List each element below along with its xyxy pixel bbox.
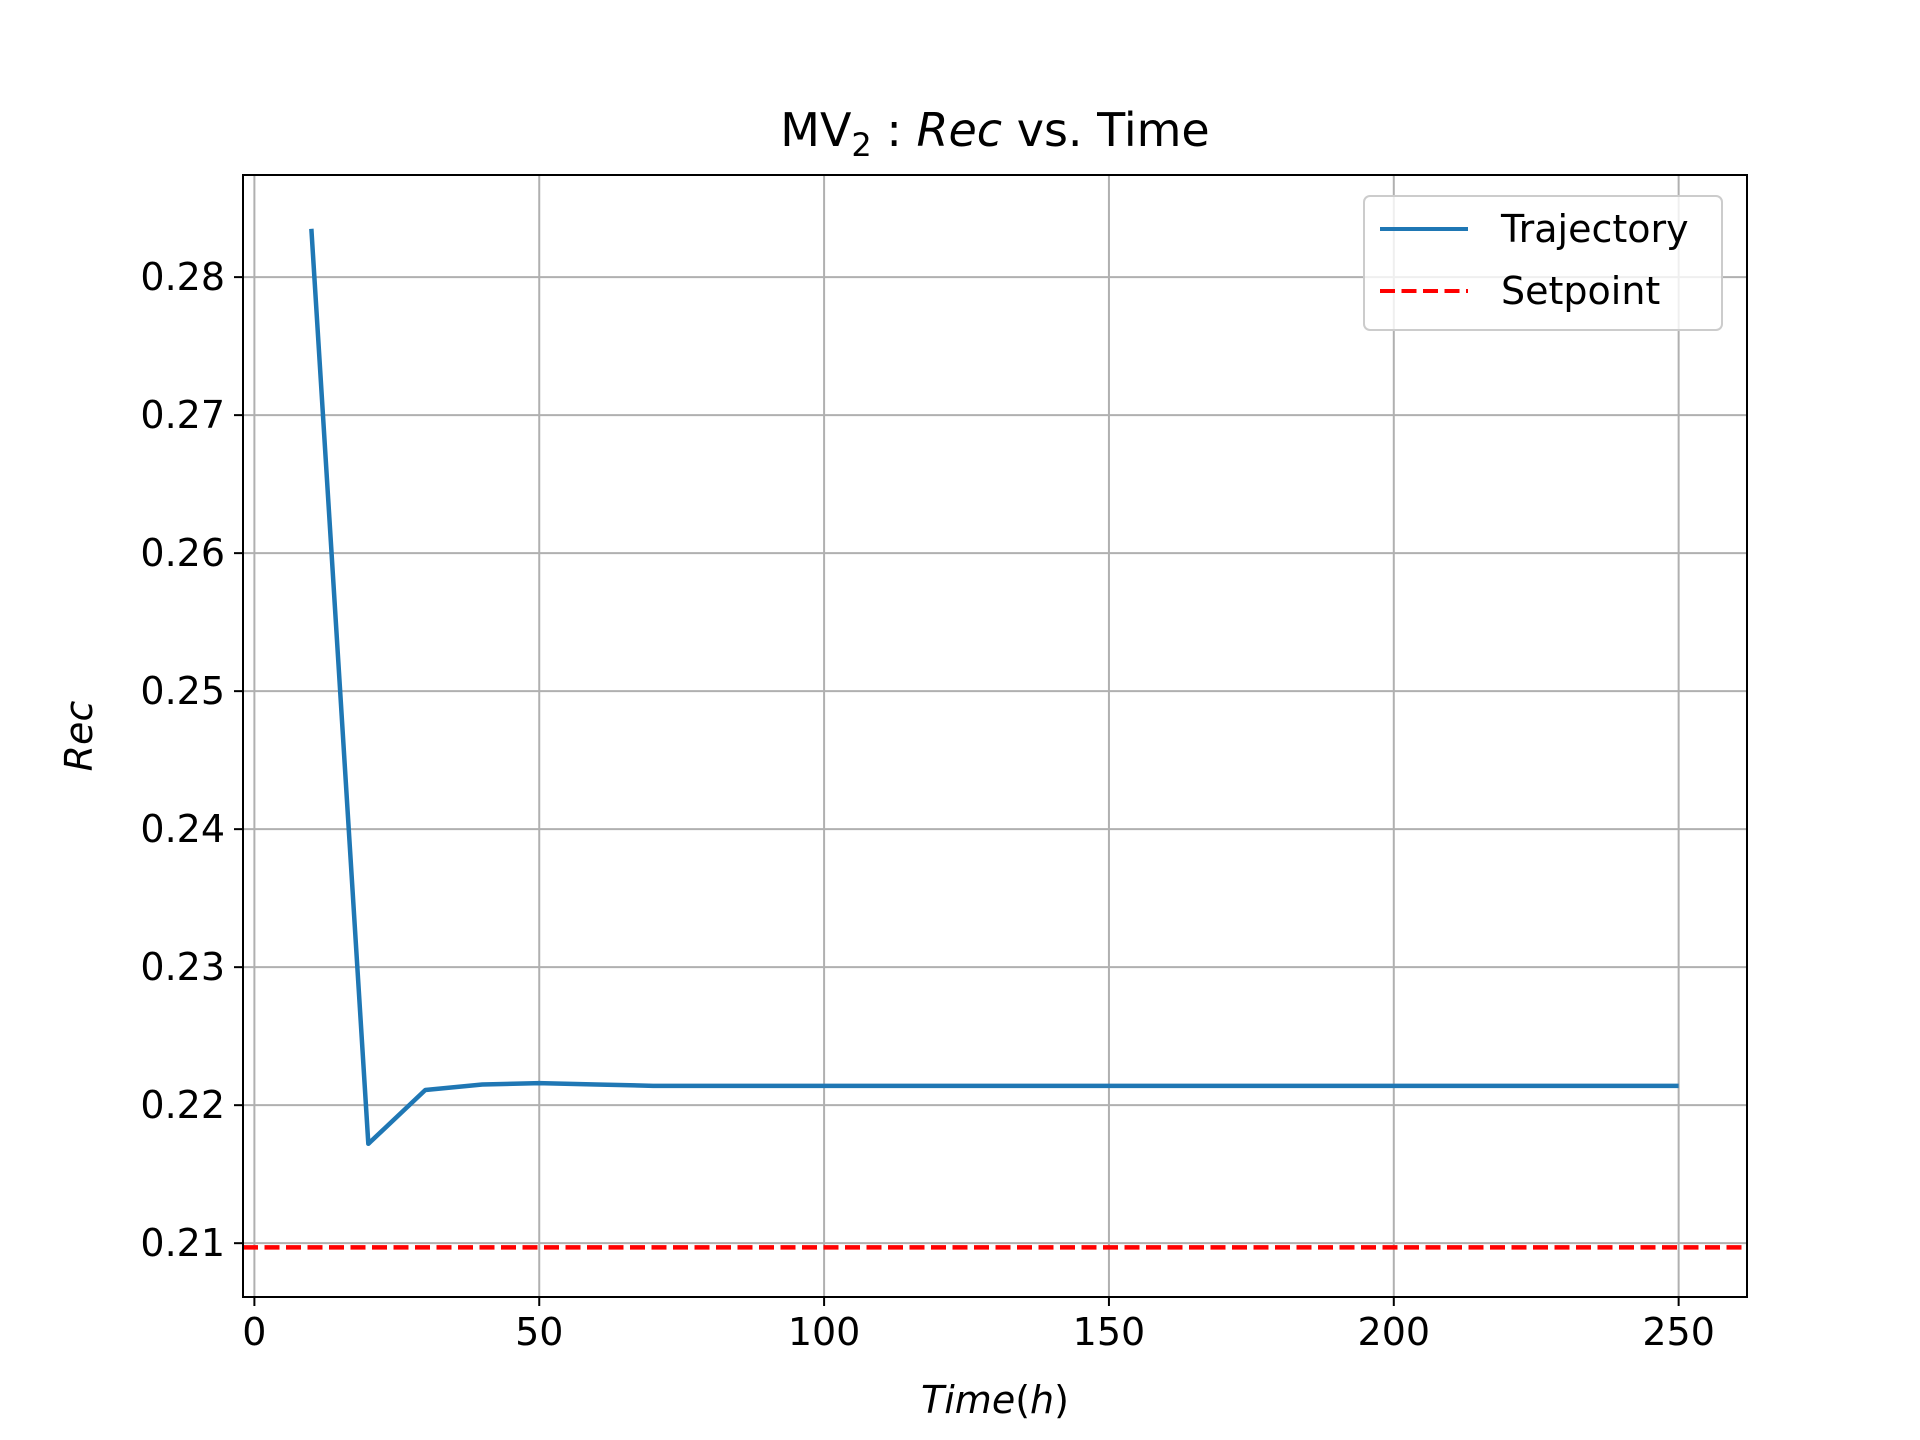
x-tick-label: 100 [788, 1310, 861, 1354]
y-tick-label: 0.26 [140, 531, 225, 575]
x-axis-label-paren-close: ) [1054, 1378, 1069, 1422]
ticks: 0 50 100 150 200 250 0.21 0.22 0.23 0.24 0.25 0.26 0… [140, 255, 1715, 1354]
y-tick-label: 0.22 [140, 1083, 225, 1127]
title-prefix: MV [780, 103, 852, 157]
x-tick-label: 150 [1073, 1310, 1146, 1354]
y-tick-label: 0.21 [140, 1221, 225, 1265]
y-tick-label: 0.24 [140, 807, 225, 851]
x-axis-label-main: Time [921, 1378, 1015, 1422]
legend-setpoint-label: Setpoint [1501, 269, 1660, 313]
title-subscript: 2 [851, 126, 871, 164]
series-layer [243, 228, 1747, 1250]
x-tick-label: 0 [242, 1310, 266, 1354]
y-axis-label: Rec [57, 701, 101, 772]
x-axis-label-unit: h [1030, 1378, 1054, 1422]
grid [243, 175, 1747, 1297]
y-tick-label: 0.25 [140, 669, 225, 713]
x-axis-label-paren-open: ( [1015, 1378, 1030, 1422]
x-axis-label: Time(h) [921, 1378, 1069, 1422]
chart-title: MV2 : Rec vs. Time [780, 103, 1209, 164]
plot-area-frame [242, 174, 1748, 1298]
y-tick-label: 0.23 [140, 945, 225, 989]
title-variable: Rec [917, 103, 1003, 157]
y-tick-label: 0.27 [140, 393, 225, 437]
title-suffix: vs. Time [1002, 103, 1210, 157]
legend-trajectory-label: Trajectory [1500, 207, 1689, 251]
x-tick-label: 250 [1642, 1310, 1715, 1354]
legend: Trajectory Setpoint [1363, 195, 1723, 331]
x-tick-label: 200 [1358, 1310, 1431, 1354]
trajectory-line [309, 228, 1679, 1147]
y-tick-label: 0.28 [140, 255, 225, 299]
x-tick-label: 50 [515, 1310, 563, 1354]
title-colon: : [872, 103, 917, 157]
